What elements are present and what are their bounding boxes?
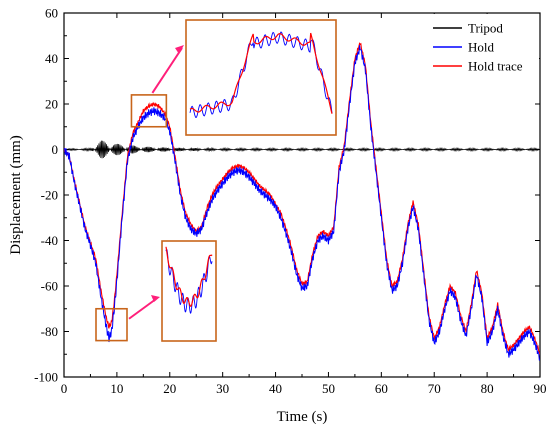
y-tick-label: 20 xyxy=(45,97,58,112)
series-tripod-line xyxy=(64,140,540,159)
x-tick-label: 70 xyxy=(428,381,441,396)
y-tick-label: -40 xyxy=(41,233,58,248)
legend-label-2: Hold trace xyxy=(468,59,523,74)
y-tick-label: 40 xyxy=(45,51,58,66)
x-tick-label: 0 xyxy=(61,381,68,396)
inset-upper-trace xyxy=(189,32,333,114)
y-tick-label: -80 xyxy=(41,324,58,339)
legend-label-0: Tripod xyxy=(468,21,503,36)
y-tick-label: -60 xyxy=(41,279,58,294)
x-tick-label: 50 xyxy=(322,381,335,396)
zoom-inset-box-upper xyxy=(185,19,337,136)
inset-upper-hold xyxy=(189,31,333,118)
zoom-arrowhead-upper xyxy=(175,45,184,54)
legend-label-1: Hold xyxy=(468,40,495,55)
y-tick-label: -100 xyxy=(34,370,58,385)
x-tick-label: 90 xyxy=(534,381,547,396)
y-tick-label: 60 xyxy=(45,6,58,21)
y-tick-label: -20 xyxy=(41,188,58,203)
x-tick-label: 20 xyxy=(163,381,176,396)
x-axis-title: Time (s) xyxy=(277,409,328,425)
x-tick-label: 80 xyxy=(481,381,494,396)
x-tick-label: 60 xyxy=(375,381,388,396)
y-axis-title: Displacement (mm) xyxy=(8,135,24,255)
series-hold-trace-line xyxy=(64,42,540,355)
zoom-target-box-lower xyxy=(95,307,128,342)
x-tick-label: 10 xyxy=(110,381,123,396)
zoom-arrow-lower xyxy=(128,298,157,320)
y-tick-label: 0 xyxy=(52,142,59,157)
series-hold-line xyxy=(64,45,540,361)
plot-area xyxy=(64,42,540,361)
zoom-insets xyxy=(95,19,337,342)
inset-lower-trace xyxy=(165,246,213,307)
x-tick-label: 40 xyxy=(269,381,282,396)
x-tick-label: 30 xyxy=(216,381,229,396)
zoom-inset-box-lower xyxy=(161,240,217,342)
zoom-arrowhead-lower xyxy=(151,295,160,302)
zoom-target-box-upper xyxy=(130,94,168,128)
axes: 0 10 20 30 40 50 60 70 80 90 -100 -80 -60 -40 -20 0 20 40… xyxy=(34,6,546,397)
zoom-arrow-upper xyxy=(151,47,183,94)
legend: Tripod Hold Hold trace xyxy=(428,14,539,76)
